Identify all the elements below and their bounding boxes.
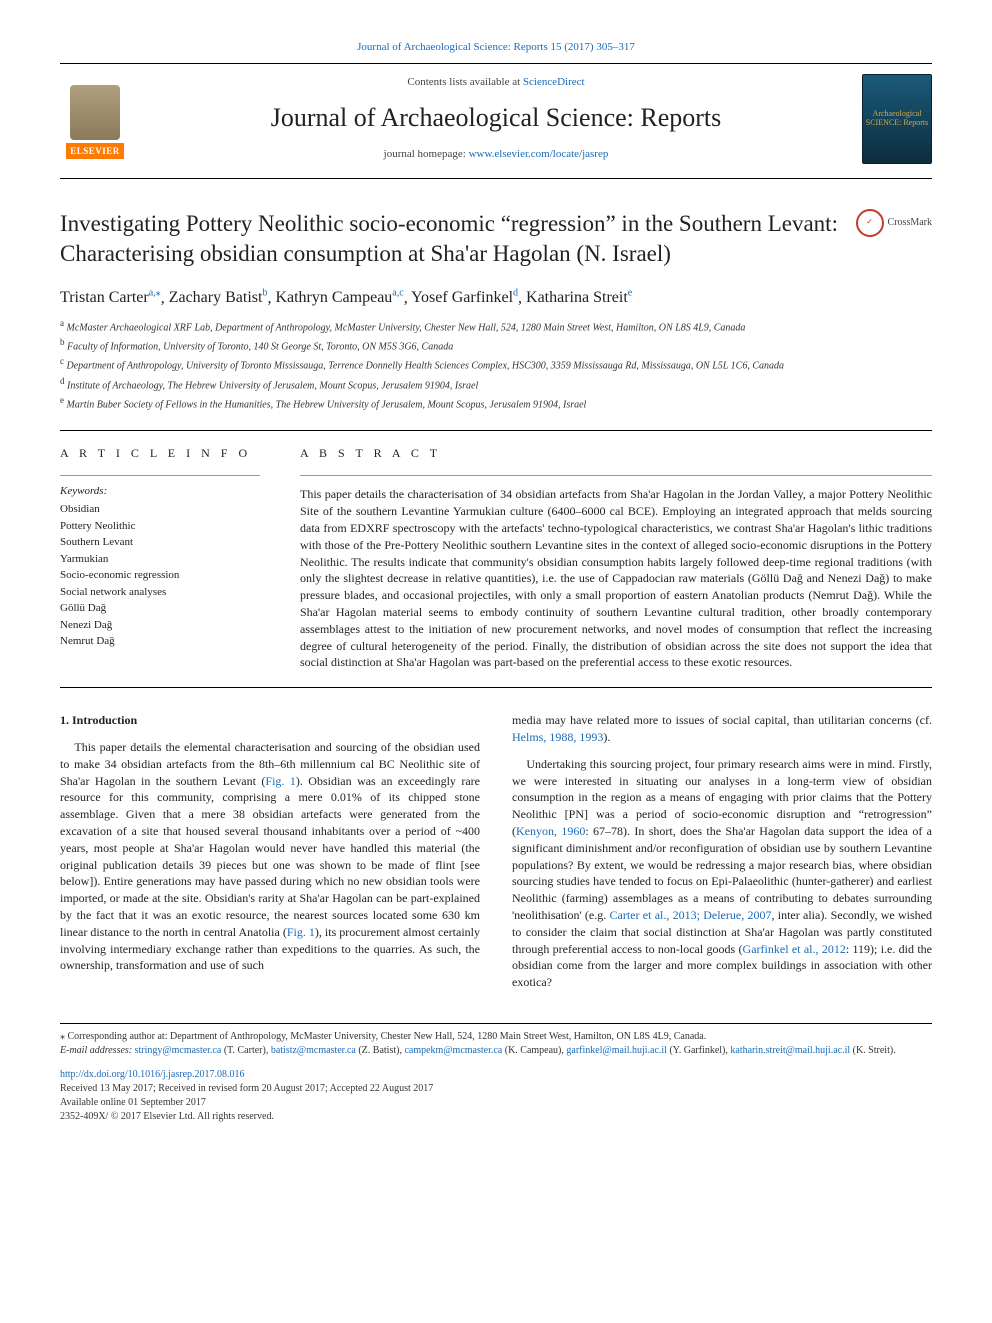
article-title: Investigating Pottery Neolithic socio-ec… (60, 209, 840, 269)
abstract-text: This paper details the characterisation … (300, 486, 932, 671)
doi-link[interactable]: http://dx.doi.org/10.1016/j.jasrep.2017.… (60, 1069, 245, 1080)
article-info-column: A R T I C L E I N F O Keywords: Obsidian… (60, 445, 260, 671)
body-columns: 1. Introduction This paper details the e… (60, 712, 932, 1001)
homepage-link[interactable]: www.elsevier.com/locate/jasrep (469, 148, 609, 160)
elsevier-label: ELSEVIER (66, 143, 124, 159)
email-link[interactable]: katharin.streit@mail.huji.ac.il (730, 1045, 850, 1056)
journal-name: Journal of Archaeological Science: Repor… (142, 100, 850, 135)
garfinkel-ref-link[interactable]: Garfinkel et al., 2012 (743, 942, 846, 956)
affiliation: e Martin Buber Society of Fellows in the… (60, 394, 932, 412)
fig1-link-b[interactable]: Fig. 1 (287, 925, 315, 939)
online-date: Available online 01 September 2017 (60, 1097, 206, 1108)
keyword: Nenezi Dağ (60, 617, 260, 634)
corresponding-author-note: ⁎ Corresponding author at: Department of… (60, 1030, 932, 1044)
email-link[interactable]: stringy@mcmaster.ca (135, 1045, 222, 1056)
journal-header: ELSEVIER Contents lists available at Sci… (60, 63, 932, 179)
helms-ref-link[interactable]: Helms, 1988, 1993 (512, 730, 603, 744)
email-who: (Z. Batist) (358, 1045, 399, 1056)
author: Tristan Cartera,⁎ (60, 289, 161, 306)
contents-line: Contents lists available at ScienceDirec… (142, 75, 850, 90)
author-affil-link[interactable]: a,⁎ (149, 288, 161, 299)
abstract-heading: A B S T R A C T (300, 445, 932, 461)
keyword: Socio-economic regression (60, 567, 260, 584)
author: Kathryn Campeaua,c (275, 289, 403, 306)
body-column-right: media may have related more to issues of… (512, 712, 932, 1001)
author-affil-link[interactable]: d (513, 288, 518, 299)
intro-para-1-cont: media may have related more to issues of… (512, 712, 932, 746)
rule-above-info (60, 430, 932, 431)
sciencedirect-link[interactable]: ScienceDirect (523, 76, 585, 88)
abstract-column: A B S T R A C T This paper details the c… (300, 445, 932, 671)
author: Katharina Streite (526, 289, 632, 306)
keyword: Pottery Neolithic (60, 518, 260, 535)
kenyon-ref-link[interactable]: Kenyon, 1960 (516, 824, 585, 838)
footnotes: ⁎ Corresponding author at: Department of… (60, 1030, 932, 1058)
keyword: Nemrut Dağ (60, 633, 260, 650)
author: Yosef Garfinkeld (411, 289, 518, 306)
email-who: (T. Carter) (224, 1045, 266, 1056)
crossmark-badge[interactable]: ✓ CrossMark (856, 209, 932, 237)
affiliation: a McMaster Archaeological XRF Lab, Depar… (60, 317, 932, 335)
footer-rule (60, 1023, 932, 1024)
affiliation: d Institute of Archaeology, The Hebrew U… (60, 375, 932, 393)
authors-list: Tristan Cartera,⁎, Zachary Batistb, Kath… (60, 287, 932, 309)
homepage-line: journal homepage: www.elsevier.com/locat… (142, 147, 850, 162)
author: Zachary Batistb (169, 289, 268, 306)
keywords-label: Keywords: (60, 484, 260, 499)
received-dates: Received 13 May 2017; Received in revise… (60, 1083, 433, 1094)
email-addresses: E-mail addresses: stringy@mcmaster.ca (T… (60, 1044, 932, 1058)
carter-ref-link[interactable]: Carter et al., 2013; Delerue, 2007 (610, 908, 772, 922)
keyword: Southern Levant (60, 534, 260, 551)
intro-para-1: This paper details the elemental charact… (60, 739, 480, 974)
doi-block: http://dx.doi.org/10.1016/j.jasrep.2017.… (60, 1068, 932, 1124)
header-center: Contents lists available at ScienceDirec… (142, 75, 850, 162)
keyword: Yarmukian (60, 551, 260, 568)
copyright-line: 2352-409X/ © 2017 Elsevier Ltd. All righ… (60, 1111, 274, 1122)
body-column-left: 1. Introduction This paper details the e… (60, 712, 480, 1001)
section-1-heading: 1. Introduction (60, 712, 480, 729)
email-link[interactable]: campekm@mcmaster.ca (404, 1045, 502, 1056)
intro-para-2: Undertaking this sourcing project, four … (512, 756, 932, 991)
keyword: Obsidian (60, 501, 260, 518)
homepage-prefix: journal homepage: (384, 148, 469, 160)
rule-below-abstract (60, 687, 932, 688)
author-affil-link[interactable]: b (262, 288, 267, 299)
article-info-heading: A R T I C L E I N F O (60, 445, 260, 461)
affiliation: b Faculty of Information, University of … (60, 336, 932, 354)
email-who: (K. Campeau) (505, 1045, 562, 1056)
author-affil-link[interactable]: e (628, 288, 632, 299)
keyword: Social network analyses (60, 584, 260, 601)
keyword: Göllü Dağ (60, 600, 260, 617)
email-label: E-mail addresses: (60, 1045, 135, 1056)
email-who: (K. Streit) (853, 1045, 894, 1056)
p1c-text-b: ). (603, 730, 610, 744)
crossmark-icon: ✓ (856, 209, 884, 237)
author-affil-link[interactable]: a,c (392, 288, 403, 299)
email-who: (Y. Garfinkel) (669, 1045, 725, 1056)
p1c-text-a: media may have related more to issues of… (512, 713, 932, 727)
citation-header: Journal of Archaeological Science: Repor… (60, 40, 932, 55)
fig1-link-a[interactable]: Fig. 1 (265, 774, 295, 788)
affiliations: a McMaster Archaeological XRF Lab, Depar… (60, 317, 932, 413)
keywords-list: ObsidianPottery NeolithicSouthern Levant… (60, 501, 260, 650)
elsevier-tree-icon (70, 85, 120, 140)
crossmark-label: CrossMark (888, 216, 932, 230)
affiliation: c Department of Anthropology, University… (60, 355, 932, 373)
email-link[interactable]: batistz@mcmaster.ca (271, 1045, 356, 1056)
p1-text-b: ). Obsidian was an exceedingly rare reso… (60, 774, 480, 939)
journal-cover-thumb: Archaeological SCIENCE: Reports (862, 74, 932, 164)
contents-prefix: Contents lists available at (407, 76, 522, 88)
email-link[interactable]: garfinkel@mail.huji.ac.il (566, 1045, 667, 1056)
elsevier-logo: ELSEVIER (60, 79, 130, 159)
